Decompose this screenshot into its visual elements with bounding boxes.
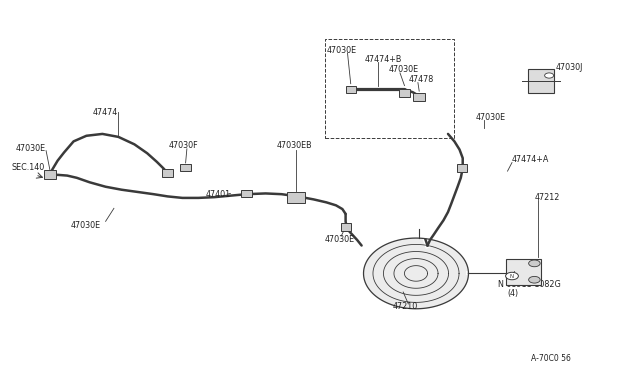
Bar [241, 190, 252, 197]
Circle shape [506, 272, 518, 280]
Text: 47401: 47401 [206, 190, 231, 199]
Circle shape [545, 73, 554, 78]
Bar [346, 86, 356, 93]
Text: (4): (4) [508, 289, 518, 298]
Text: 47030E: 47030E [476, 113, 506, 122]
Bar [287, 192, 305, 203]
Bar [162, 169, 173, 177]
Bar [399, 89, 410, 97]
Bar [528, 69, 554, 93]
Text: 47212: 47212 [535, 193, 561, 202]
Polygon shape [364, 238, 468, 309]
Bar [457, 164, 467, 172]
Text: 47030E: 47030E [326, 46, 356, 55]
Text: 47474+B: 47474+B [365, 55, 402, 64]
Text: 47030E: 47030E [70, 221, 100, 230]
Bar [44, 170, 56, 179]
Text: N: N [510, 273, 514, 279]
Text: 47030E: 47030E [388, 65, 419, 74]
Text: 47474+A: 47474+A [512, 155, 549, 164]
Circle shape [529, 276, 540, 283]
Bar [413, 93, 425, 101]
Text: 47030E: 47030E [325, 235, 355, 244]
Text: SEC.140: SEC.140 [12, 163, 45, 172]
Text: N 08911-1082G: N 08911-1082G [498, 280, 561, 289]
Text: 47478: 47478 [408, 76, 433, 84]
Bar [506, 259, 541, 285]
Text: 47030J: 47030J [556, 63, 583, 72]
Text: 47474: 47474 [93, 108, 118, 117]
Text: 47210: 47210 [392, 302, 417, 311]
Text: 47030F: 47030F [168, 141, 198, 150]
Bar [341, 223, 351, 231]
Text: A-70C0 56: A-70C0 56 [531, 355, 571, 363]
Text: 47030E: 47030E [16, 144, 46, 153]
Bar [180, 164, 191, 171]
Circle shape [529, 260, 540, 267]
Text: 47030EB: 47030EB [276, 141, 312, 150]
